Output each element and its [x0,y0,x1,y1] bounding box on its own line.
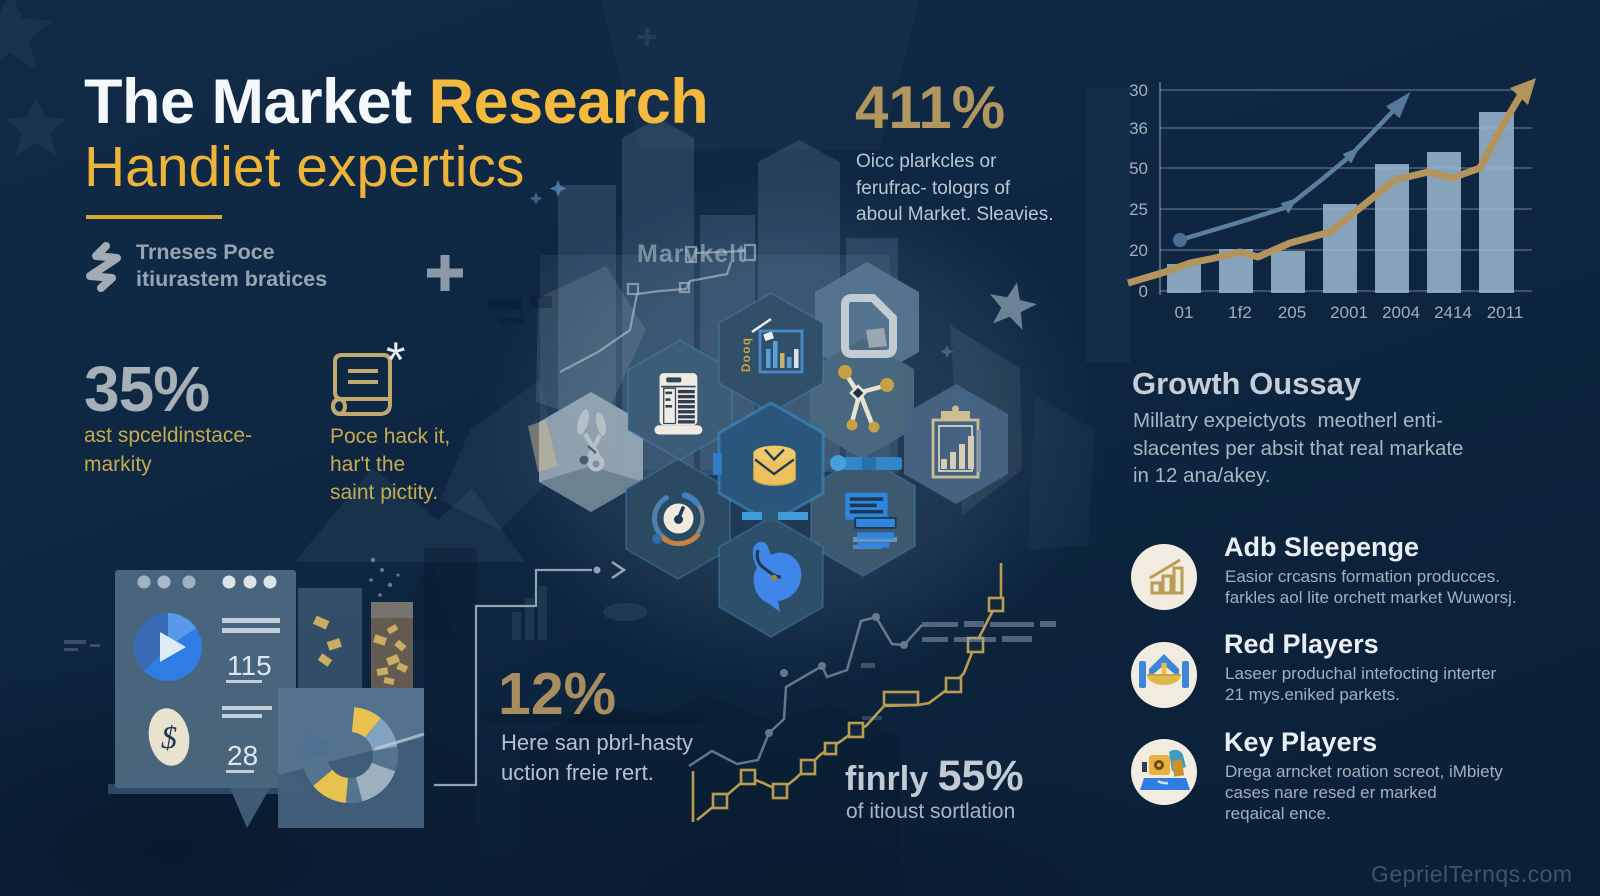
svg-text:36: 36 [1129,119,1148,138]
svg-text:30: 30 [1129,81,1148,100]
svg-text:2011: 2011 [1487,303,1524,322]
svg-text:2004: 2004 [1382,303,1420,322]
svg-text:205: 205 [1278,303,1306,322]
svg-text:50: 50 [1129,159,1148,178]
svg-text:28: 28 [227,740,258,771]
svg-text:2414: 2414 [1434,303,1472,322]
svg-text:2001: 2001 [1330,303,1368,322]
svg-text:1f2: 1f2 [1228,303,1252,322]
svg-text:20: 20 [1129,241,1148,260]
svg-text:01: 01 [1175,303,1194,322]
svg-text:0: 0 [1139,282,1148,301]
svg-text:$: $ [161,719,177,755]
svg-text:25: 25 [1129,200,1148,219]
svg-text:*: * [386,332,405,388]
svg-text:115: 115 [227,650,272,681]
svg-text:Dooq: Dooq [741,337,753,372]
